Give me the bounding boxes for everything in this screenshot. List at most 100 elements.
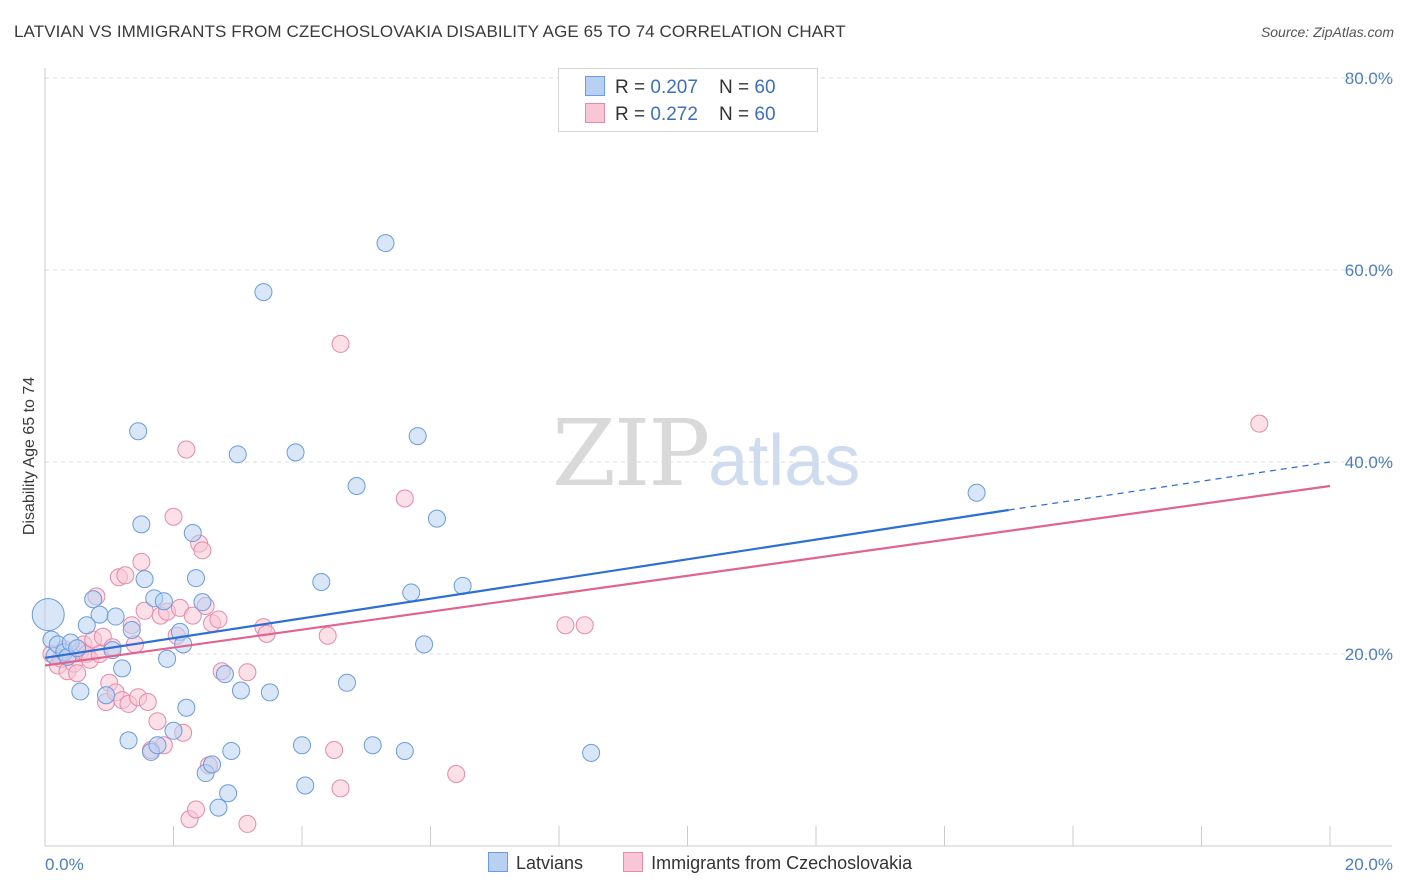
data-point-latvians <box>312 573 331 591</box>
data-point-latvians <box>113 659 132 678</box>
data-point-latvians <box>219 784 238 803</box>
data-point-czech <box>138 693 157 711</box>
legend-n-value: 60 <box>754 77 776 98</box>
stats-legend: R = 0.207 N = 60 R = 0.272 N = 60 <box>558 68 818 132</box>
data-point-czech <box>148 712 167 731</box>
data-point-latvians <box>186 569 205 588</box>
legend-row-czech: R = 0.272 N = 60 <box>585 103 776 125</box>
data-point-czech <box>331 779 350 798</box>
data-point-latvians <box>376 234 395 253</box>
data-point-latvians <box>31 598 65 632</box>
data-point-czech <box>68 664 87 683</box>
data-point-latvians <box>254 283 273 302</box>
data-point-latvians <box>148 736 167 755</box>
data-point-latvians <box>106 607 125 626</box>
data-point-latvians <box>209 798 228 817</box>
data-point-latvians <box>135 570 154 589</box>
data-point-latvians <box>154 592 173 611</box>
legend-n-value: 60 <box>754 104 776 125</box>
series-legend: Latvians Immigrants from Czechoslovakia <box>488 852 912 874</box>
data-point-latvians <box>158 649 177 668</box>
data-point-latvians <box>164 721 183 740</box>
data-point-latvians <box>193 593 212 612</box>
data-point-latvians <box>408 427 427 446</box>
data-point-latvians <box>415 635 434 654</box>
trend-line-czech <box>44 484 1331 667</box>
data-point-latvians <box>427 509 446 528</box>
data-point-latvians <box>260 683 279 702</box>
data-point-latvians <box>132 515 151 534</box>
data-point-czech <box>183 606 202 625</box>
data-point-latvians <box>286 443 305 462</box>
data-point-latvians <box>129 422 148 441</box>
data-point-czech <box>556 616 575 635</box>
legend-r-value: 0.207 <box>650 77 698 98</box>
data-point-czech <box>193 541 212 560</box>
data-point-czech <box>1250 414 1269 433</box>
data-point-latvians <box>228 445 247 464</box>
data-point-latvians <box>363 736 382 755</box>
data-point-latvians <box>177 698 196 717</box>
y-axis-title: Disability Age 65 to 74 <box>21 377 38 535</box>
data-point-czech <box>238 814 257 833</box>
data-point-latvians <box>337 673 356 692</box>
data-point-latvians <box>90 605 109 624</box>
data-point-czech <box>132 552 151 571</box>
legend-r-label: R = <box>615 104 651 125</box>
y-tick-label: 60.0% <box>1345 261 1393 280</box>
watermark: ZIPatlas <box>552 400 860 507</box>
legend-n-label: N = <box>719 104 755 125</box>
data-point-czech <box>177 440 196 459</box>
watermark-atlas: atlas <box>708 421 861 501</box>
x-tick-label: 0.0% <box>45 855 84 874</box>
legend-r-value: 0.272 <box>650 104 698 125</box>
data-point-latvians <box>582 743 601 762</box>
data-point-latvians <box>119 731 138 750</box>
data-point-czech <box>575 616 594 635</box>
x-tick-label: 20.0% <box>1345 855 1393 874</box>
data-point-czech <box>116 566 135 585</box>
source-credit: Source: ZipAtlas.com <box>1260 24 1394 40</box>
data-point-latvians <box>222 741 241 760</box>
data-point-latvians <box>347 477 366 495</box>
data-point-latvians <box>395 741 414 760</box>
data-point-latvians <box>293 736 311 755</box>
legend-row-latvians: R = 0.207 N = 60 <box>585 76 776 98</box>
legend-swatch-latvians <box>585 76 605 96</box>
legend-r-label: R = <box>615 77 651 98</box>
y-tick-label: 20.0% <box>1345 645 1393 664</box>
data-point-latvians <box>296 776 315 795</box>
y-tick-label: 40.0% <box>1345 453 1393 472</box>
data-point-czech <box>325 741 344 759</box>
data-point-latvians <box>203 755 222 774</box>
data-point-czech <box>164 507 183 526</box>
chart-title: LATVIAN VS IMMIGRANTS FROM CZECHOSLOVAKI… <box>14 22 846 41</box>
trend-extension-latvians <box>1008 461 1331 511</box>
legend-n-label: N = <box>719 77 755 98</box>
data-point-czech <box>331 334 350 353</box>
data-point-latvians <box>967 483 986 502</box>
data-point-czech <box>395 489 414 508</box>
legend-label-czech: Immigrants from Czechoslovakia <box>651 853 913 873</box>
watermark-zip: ZIP <box>552 400 710 507</box>
data-point-czech <box>186 800 205 819</box>
data-point-latvians <box>231 681 250 700</box>
data-point-latvians <box>122 621 141 639</box>
legend-swatch-latvians <box>488 852 508 872</box>
data-point-czech <box>209 610 228 629</box>
legend-label-latvians: Latvians <box>516 853 584 873</box>
data-point-latvians <box>84 590 103 609</box>
data-point-latvians <box>77 616 96 635</box>
data-point-latvians <box>97 686 116 705</box>
data-point-latvians <box>402 583 421 602</box>
data-point-latvians <box>71 682 90 701</box>
data-point-latvians <box>215 665 234 684</box>
data-point-czech <box>238 663 257 682</box>
data-point-czech <box>318 626 337 645</box>
data-point-latvians <box>183 524 202 543</box>
trend-line-latvians <box>44 508 1009 659</box>
data-point-czech <box>447 765 466 783</box>
legend-swatch-czech <box>623 852 644 872</box>
legend-swatch-czech <box>585 103 605 123</box>
